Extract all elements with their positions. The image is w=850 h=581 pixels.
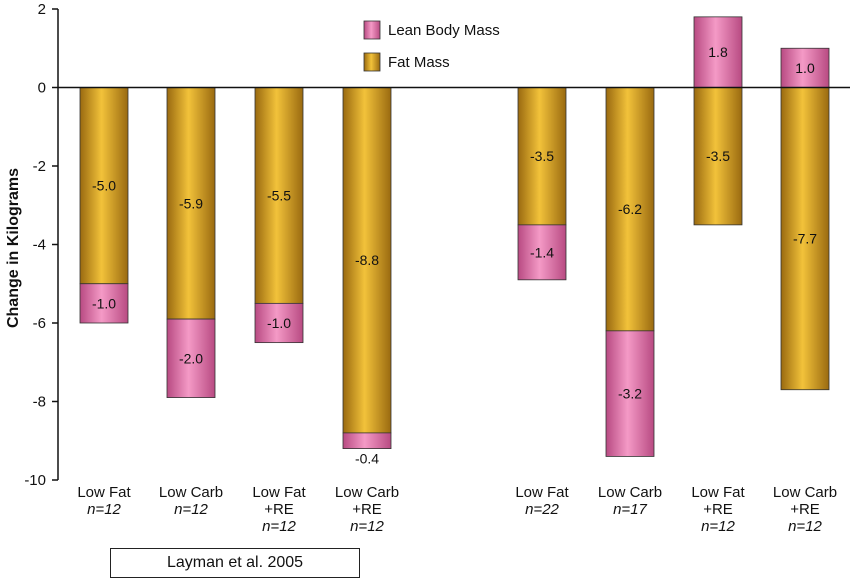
data-label-fat-mass: -5.5 bbox=[267, 187, 291, 203]
data-label-lean-body-mass: -2.0 bbox=[179, 350, 203, 366]
data-label-lean-body-mass: 1.0 bbox=[795, 60, 815, 76]
bar-fat-mass bbox=[517, 87, 567, 226]
bar-fat-mass bbox=[605, 87, 655, 332]
category-label: Low Fat bbox=[691, 484, 745, 501]
bar-fat-mass bbox=[693, 87, 743, 226]
data-label-lean-body-mass: -1.0 bbox=[267, 315, 291, 331]
data-labels-layer: -5.0 -1.0 -5.9 -2.0 -5.5 -1.0 -8.8 -0.4 -3.5 -1.4… bbox=[92, 44, 817, 466]
category-label-suffix: +RE bbox=[703, 501, 733, 518]
category-sample-size: n=12 bbox=[788, 518, 822, 535]
y-tick-label: -8 bbox=[33, 394, 46, 411]
category-label: Low Fat bbox=[77, 484, 131, 501]
y-axis: 2 0 -2 -4 -6 -8 -10 bbox=[24, 1, 59, 489]
chart: 2 0 -2 -4 -6 -8 -10 -5.0 -1.0 -5.9 -2.0 -5.5 -1.0 -8… bbox=[5, 1, 850, 535]
data-label-lean-body-mass: -1.0 bbox=[92, 295, 116, 311]
bar-lean-body-mass bbox=[342, 432, 392, 449]
y-tick-label: -10 bbox=[24, 472, 46, 489]
data-label-lean-body-mass: -0.4 bbox=[355, 451, 379, 467]
legend: Lean Body Mass Fat Mass bbox=[363, 20, 500, 72]
category-label: Low Carb bbox=[159, 484, 223, 501]
y-tick-label: -4 bbox=[33, 237, 46, 254]
data-label-fat-mass: -7.7 bbox=[793, 231, 817, 247]
category-label: Low Fat bbox=[515, 484, 569, 501]
category-sample-size: n=12 bbox=[174, 501, 208, 518]
category-label-suffix: +RE bbox=[264, 501, 294, 518]
data-label-lean-body-mass: 1.8 bbox=[708, 44, 728, 60]
category-label: Low Fat bbox=[252, 484, 306, 501]
data-label-fat-mass: -3.5 bbox=[530, 148, 554, 164]
legend-label: Fat Mass bbox=[388, 54, 450, 71]
category-label: Low Carb bbox=[773, 484, 837, 501]
category-sample-size: n=12 bbox=[701, 518, 735, 535]
y-tick-label: -2 bbox=[33, 158, 46, 175]
bar-lean-body-mass bbox=[605, 330, 655, 457]
data-label-lean-body-mass: -3.2 bbox=[618, 386, 642, 402]
data-label-fat-mass: -5.9 bbox=[179, 195, 203, 211]
category-label-suffix: +RE bbox=[352, 501, 382, 518]
category-sample-size: n=12 bbox=[87, 501, 121, 518]
data-label-fat-mass: -5.0 bbox=[92, 178, 116, 194]
y-tick-label: -6 bbox=[33, 315, 46, 332]
legend-label: Lean Body Mass bbox=[388, 22, 500, 39]
y-tick-label: 0 bbox=[38, 80, 46, 97]
citation-box: Layman et al. 2005 bbox=[110, 548, 360, 578]
category-label: Low Carb bbox=[335, 484, 399, 501]
category-sample-size: n=17 bbox=[613, 501, 647, 518]
category-label: Low Carb bbox=[598, 484, 662, 501]
y-tick-label: 2 bbox=[38, 1, 46, 18]
category-sample-size: n=12 bbox=[262, 518, 296, 535]
category-sample-size: n=22 bbox=[525, 501, 559, 518]
bar-fat-mass bbox=[254, 87, 304, 304]
data-label-fat-mass: -8.8 bbox=[355, 252, 379, 268]
category-sample-size: n=12 bbox=[350, 518, 384, 535]
citation-text: Layman et al. 2005 bbox=[166, 554, 304, 571]
data-label-fat-mass: -3.5 bbox=[706, 148, 730, 164]
legend-swatch bbox=[363, 20, 381, 40]
bar-lean-body-mass bbox=[79, 283, 129, 324]
bar-lean-body-mass bbox=[517, 224, 567, 281]
bars-layer bbox=[79, 16, 830, 457]
y-axis-label: Change in Kilograms bbox=[5, 168, 22, 328]
data-label-fat-mass: -6.2 bbox=[618, 201, 642, 217]
category-label-suffix: +RE bbox=[790, 501, 820, 518]
bar-lean-body-mass bbox=[254, 302, 304, 344]
bar-fat-mass bbox=[79, 87, 129, 285]
legend-swatch bbox=[363, 52, 381, 72]
data-label-lean-body-mass: -1.4 bbox=[530, 244, 554, 260]
bar-lean-body-mass bbox=[166, 318, 216, 398]
